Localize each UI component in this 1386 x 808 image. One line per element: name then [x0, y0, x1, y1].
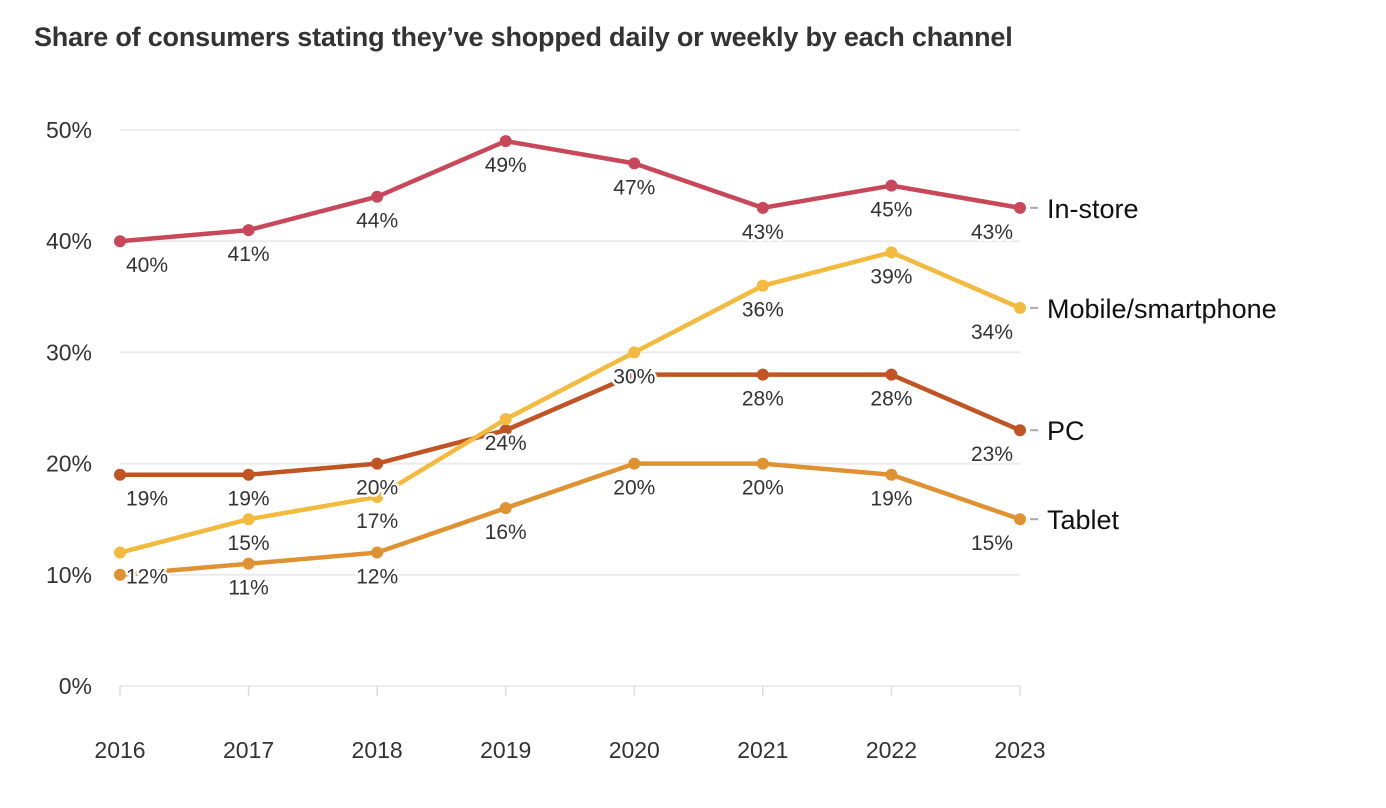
data-label-tablet: 19% — [870, 488, 912, 511]
data-label-mobile-smartphone: 36% — [742, 299, 784, 322]
data-point-pc — [499, 424, 512, 437]
series-line-in-store — [119, 138, 1021, 244]
data-label-pc: 19% — [126, 488, 168, 511]
data-label-in-store: 43% — [742, 221, 784, 244]
y-tick-label: 40% — [46, 228, 92, 254]
data-point-mobile-smartphone — [1014, 301, 1026, 314]
data-label-tablet: 16% — [485, 521, 527, 544]
data-point-tablet — [628, 457, 641, 470]
series-line-pc — [120, 372, 1021, 477]
data-point-tablet — [114, 568, 126, 581]
y-tick-label: 10% — [46, 562, 92, 588]
data-point-in-store — [499, 135, 512, 148]
data-label-in-store: 49% — [485, 154, 527, 177]
data-point-mobile-smartphone — [628, 346, 641, 359]
data-label-in-store: 41% — [228, 243, 270, 266]
data-point-pc — [371, 457, 384, 470]
data-label-in-store: 44% — [356, 210, 398, 233]
data-point-mobile-smartphone — [499, 413, 512, 426]
data-point-in-store — [1014, 201, 1026, 214]
data-label-tablet: 11% — [228, 577, 268, 600]
x-tick-label: 2019 — [480, 737, 531, 763]
y-tick-label: 20% — [46, 451, 92, 477]
y-tick-label: 50% — [46, 117, 92, 143]
data-point-mobile-smartphone — [756, 279, 769, 292]
data-point-pc — [885, 368, 898, 381]
y-tick-label: 30% — [46, 339, 92, 365]
data-point-tablet — [756, 457, 769, 470]
data-label-mobile-smartphone: 24% — [485, 432, 527, 455]
data-label-pc: 28% — [870, 388, 912, 411]
data-point-in-store — [885, 179, 898, 192]
x-tick-label: 2023 — [994, 737, 1045, 763]
y-tick-label: 0% — [59, 673, 92, 699]
data-label-mobile-smartphone: 39% — [870, 265, 912, 288]
x-tick-label: 2021 — [737, 737, 788, 763]
data-point-mobile-smartphone — [242, 513, 255, 526]
data-label-pc: 28% — [742, 388, 784, 411]
data-point-pc — [628, 368, 641, 381]
data-label-tablet: 15% — [971, 532, 1013, 555]
data-point-pc — [242, 468, 255, 481]
data-point-in-store — [371, 190, 384, 203]
data-point-mobile-smartphone — [114, 546, 126, 559]
data-label-in-store: 43% — [971, 221, 1013, 244]
data-label-in-store: 47% — [613, 176, 655, 199]
data-point-pc — [1014, 424, 1026, 437]
data-label-mobile-smartphone: 17% — [356, 510, 398, 533]
data-label-mobile-smartphone: 30% — [613, 365, 655, 388]
data-point-mobile-smartphone — [371, 490, 384, 503]
data-point-tablet — [499, 502, 512, 515]
x-tick-label: 2022 — [866, 737, 917, 763]
data-point-in-store — [114, 235, 126, 248]
data-label-tablet: 20% — [613, 477, 655, 500]
data-point-tablet — [242, 557, 255, 570]
data-point-tablet — [1014, 513, 1026, 526]
data-point-in-store — [628, 157, 641, 170]
series-line-tablet — [119, 461, 1021, 578]
data-label-mobile-smartphone: 15% — [228, 532, 270, 555]
data-label-pc: 20% — [356, 477, 398, 500]
data-label-in-store: 45% — [870, 199, 912, 222]
x-tick-label: 2016 — [94, 737, 145, 763]
data-point-tablet — [885, 468, 898, 481]
data-label-pc: 23% — [971, 443, 1013, 466]
legend-label-in-store: In-store — [1047, 194, 1139, 224]
series-line-mobile-smartphone — [119, 250, 1021, 555]
data-point-in-store — [242, 224, 255, 237]
x-tick-label: 2020 — [609, 737, 660, 763]
x-tick-label: 2018 — [352, 737, 403, 763]
data-point-tablet — [371, 546, 384, 559]
data-label-tablet: 20% — [742, 477, 784, 500]
data-label-tablet: 12% — [356, 566, 398, 589]
data-label-in-store: 40% — [126, 254, 168, 277]
legend-label-pc: PC — [1047, 416, 1085, 446]
data-point-mobile-smartphone — [885, 246, 898, 259]
data-label-mobile-smartphone: 12% — [126, 566, 168, 589]
data-label-mobile-smartphone: 34% — [971, 321, 1013, 344]
legend-label-mobile-smartphone: Mobile/smartphone — [1047, 294, 1277, 324]
data-label-pc: 19% — [228, 488, 270, 511]
data-point-in-store — [756, 201, 769, 214]
x-tick-label: 2017 — [223, 737, 274, 763]
legend-label-tablet: Tablet — [1047, 505, 1120, 535]
data-point-pc — [756, 368, 769, 381]
chart-title: Share of consumers stating they’ve shopp… — [34, 22, 1013, 52]
data-point-pc — [114, 468, 126, 481]
